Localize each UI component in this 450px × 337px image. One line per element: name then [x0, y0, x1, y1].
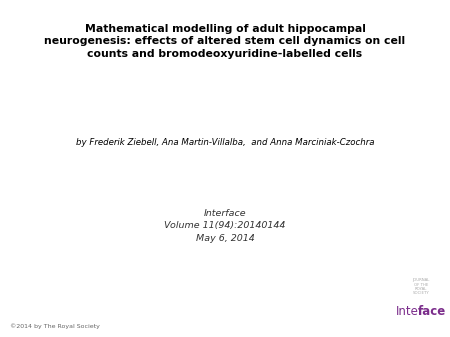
- Text: Mathematical modelling of adult hippocampal
neurogenesis: effects of altered ste: Mathematical modelling of adult hippocam…: [45, 24, 405, 59]
- Text: by Frederik Ziebell, Ana Martin-Villalba,  and Anna Marciniak-Czochra: by Frederik Ziebell, Ana Martin-Villalba…: [76, 138, 374, 147]
- Text: Interface
Volume 11(94):20140144
May 6, 2014: Interface Volume 11(94):20140144 May 6, …: [164, 209, 286, 243]
- Text: Inter: Inter: [396, 305, 424, 318]
- Text: ©2014 by The Royal Society: ©2014 by The Royal Society: [10, 323, 100, 329]
- Text: face: face: [418, 305, 446, 318]
- Text: JOURNAL
OF THE
ROYAL
SOCIETY: JOURNAL OF THE ROYAL SOCIETY: [412, 278, 429, 295]
